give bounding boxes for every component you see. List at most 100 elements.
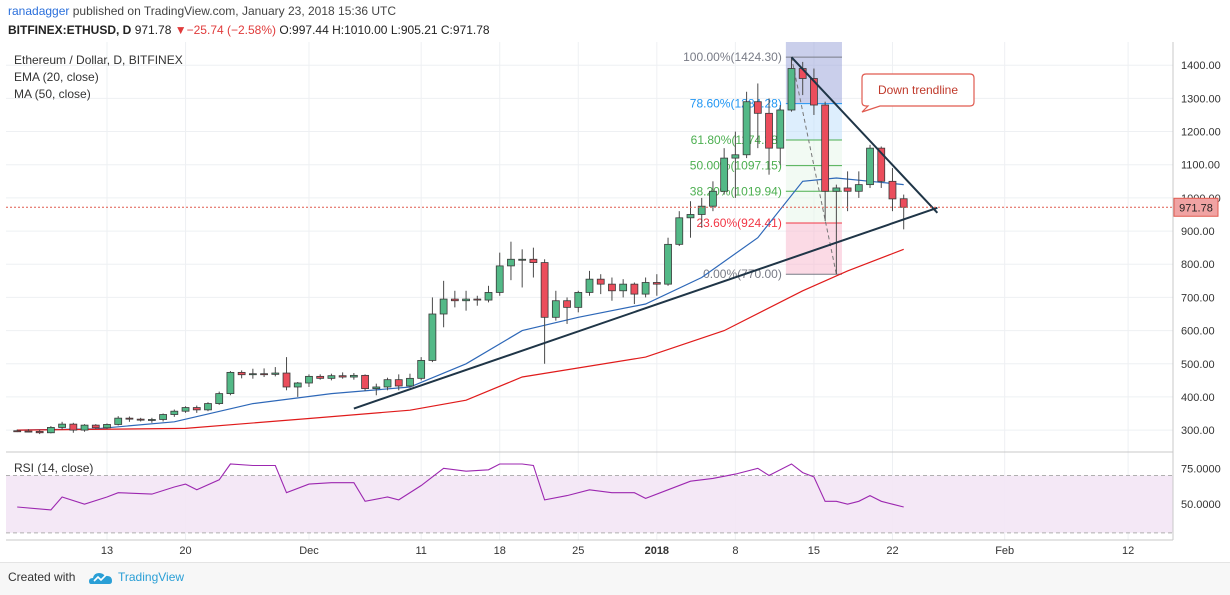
- candle-body: [720, 157, 729, 192]
- candle-body: [226, 371, 235, 395]
- candle-body: [237, 371, 246, 376]
- price-change: −25.74 (−2.58%): [186, 23, 277, 37]
- chart-header: ranadagger published on TradingView.com,…: [0, 0, 1230, 42]
- author-link[interactable]: ranadagger: [8, 4, 70, 18]
- candle-body: [428, 313, 437, 361]
- x-tick-label: Dec: [299, 545, 319, 557]
- fib-zone-mid: [785, 140, 842, 223]
- y-tick-label: 1200.00: [1181, 127, 1221, 139]
- candle-body: [170, 410, 179, 415]
- candle-body: [709, 190, 717, 207]
- annotation-callout[interactable]: Down trendline: [861, 73, 975, 113]
- trendlines[interactable]: [6, 56, 1173, 410]
- candle-body: [473, 298, 482, 301]
- rsi-tick-label: 50.0000: [1181, 499, 1221, 511]
- candle-body: [787, 68, 796, 111]
- y-tick-label: 1300.00: [1181, 93, 1221, 105]
- y-tick-label: 400.00: [1181, 392, 1215, 404]
- fib-zone-low: [785, 222, 842, 275]
- chart-legend: Ethereum / Dollar, D, BITFINEX EMA (20, …: [14, 53, 183, 475]
- candle-body: [765, 112, 773, 149]
- candle-body: [192, 407, 201, 411]
- tradingview-logo-icon[interactable]: [88, 569, 114, 587]
- candle-body: [58, 423, 66, 428]
- candle-body: [215, 393, 224, 404]
- candle-body: [619, 283, 628, 292]
- candle-body: [361, 374, 369, 390]
- ohlc-line: BITFINEX:ETHUSD, D 971.78 ▼−25.74 (−2.58…: [8, 23, 490, 37]
- grid-lines: [6, 42, 1173, 540]
- y-tick-label: 1400.00: [1181, 60, 1221, 72]
- candle-body: [888, 180, 897, 200]
- fib-diagonal: [790, 57, 837, 275]
- open-value: 997.44: [292, 23, 329, 37]
- y-tick-label: 1100.00: [1181, 160, 1220, 172]
- x-tick-label: 22: [886, 545, 898, 557]
- candle-body: [529, 258, 538, 263]
- candle-body: [877, 147, 886, 182]
- close-value: 971.78: [452, 23, 490, 37]
- candle-body: [91, 424, 100, 429]
- candle-body: [585, 278, 594, 293]
- candle-body: [114, 417, 123, 425]
- symbol-label: BITFINEX:ETHUSD, D: [8, 23, 132, 37]
- candle-body: [776, 109, 785, 149]
- candle-body: [305, 375, 313, 384]
- candle-body: [248, 373, 257, 376]
- rsi-band: [6, 475, 1173, 533]
- candle-body: [282, 372, 291, 388]
- candle-body: [495, 265, 504, 293]
- close-label: C:: [440, 23, 453, 37]
- rsi-line: [17, 463, 904, 511]
- candle-body: [540, 262, 549, 318]
- x-tick-label: 2018: [645, 545, 669, 557]
- high-label: H:: [332, 23, 345, 37]
- candle-body: [372, 386, 381, 390]
- rsi-panel[interactable]: [6, 451, 1173, 534]
- down-arrow-icon: ▼: [174, 23, 187, 37]
- candle-body: [349, 374, 358, 378]
- x-tick-label: 25: [572, 545, 584, 557]
- candle-body: [686, 214, 695, 219]
- candle-body: [159, 414, 167, 420]
- candle-body: [327, 375, 336, 379]
- ma-line: [17, 248, 904, 431]
- candle-body: [103, 424, 111, 429]
- candle-body: [731, 154, 740, 159]
- candle-body: [608, 283, 616, 292]
- down-trendline: [790, 56, 939, 214]
- fib-level-label: 61.80%(1174.38): [691, 133, 782, 147]
- y-tick-label: 500.00: [1181, 359, 1215, 371]
- candle-body: [204, 403, 212, 411]
- candle-body: [136, 418, 145, 421]
- candle-body: [518, 258, 527, 261]
- x-tick-label: 8: [732, 545, 738, 557]
- current-price-tag: [1173, 197, 1219, 217]
- legend-rsi: RSI (14, close): [14, 461, 93, 475]
- candlesticks[interactable]: [13, 57, 908, 435]
- fib-level-label: 78.60%(1284.28): [690, 97, 782, 111]
- low-value: 905.21: [400, 23, 438, 37]
- rsi-tick-label: 75.0000: [1181, 463, 1221, 475]
- low-label: L:: [390, 23, 401, 37]
- candle-body: [271, 372, 280, 375]
- created-with-text: Created with: [8, 570, 76, 584]
- candle-body: [507, 258, 515, 267]
- ema-line: [17, 177, 904, 431]
- x-tick-label: 15: [808, 545, 820, 557]
- candle-body: [484, 292, 493, 301]
- moving-averages: [17, 177, 904, 431]
- candle-body: [35, 431, 44, 434]
- tradingview-link[interactable]: TradingView: [118, 570, 185, 584]
- price-chart[interactable]: 100.00%(1424.30) 78.60%(1284.28) 61.80%(11…: [0, 42, 1230, 562]
- candle-body: [664, 243, 672, 285]
- candle-body: [810, 78, 818, 106]
- legend-title: Ethereum / Dollar, D, BITFINEX: [14, 53, 183, 67]
- high-value: 1010.00: [344, 23, 388, 37]
- candle-body: [866, 147, 874, 186]
- candle-body: [832, 187, 841, 192]
- x-tick-label: 13: [101, 545, 113, 557]
- publish-info: ranadagger published on TradingView.com,…: [8, 4, 396, 18]
- candle-body: [417, 360, 426, 379]
- current-price-label: 971.78: [1179, 202, 1213, 214]
